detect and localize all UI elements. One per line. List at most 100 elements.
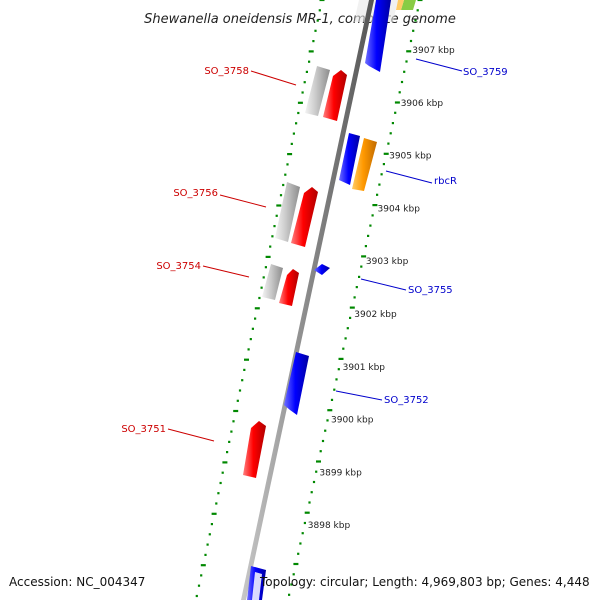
minor-tick <box>403 70 406 73</box>
scale-label-3906: 3906 kbp <box>401 99 444 109</box>
minor-tick <box>217 492 220 495</box>
minor-tick <box>380 173 383 176</box>
scale-label-3902: 3902 kbp <box>354 310 397 320</box>
gene-label-rbcR[interactable]: rbcR <box>385 170 457 187</box>
minor-tick <box>315 470 318 473</box>
minor-tick <box>416 9 419 12</box>
minor-tick <box>262 276 265 279</box>
svg-text:SO_3751: SO_3751 <box>121 424 166 435</box>
minor-tick <box>269 245 272 248</box>
minor-tick <box>210 523 213 526</box>
minor-tick <box>346 327 349 330</box>
minor-tick <box>273 225 276 228</box>
major-tick <box>417 0 423 2</box>
minor-tick <box>360 265 363 268</box>
scale-label-3899: 3899 kbp <box>319 468 362 478</box>
gene-glyph-SO-3756-region-reverse[interactable] <box>339 133 360 185</box>
gene-label-SO-3751[interactable]: SO_3751 <box>121 424 215 442</box>
minor-tick <box>371 214 374 217</box>
minor-tick <box>221 471 224 474</box>
major-tick <box>254 307 260 310</box>
minor-tick <box>355 286 358 289</box>
major-tick <box>265 255 271 258</box>
minor-tick <box>316 19 319 22</box>
major-tick <box>276 204 282 207</box>
minor-tick <box>275 214 278 217</box>
minor-tick <box>208 533 211 536</box>
major-tick <box>316 460 321 463</box>
minor-tick <box>312 480 316 484</box>
gene-label-SO-3756[interactable]: SO_3756 <box>173 188 267 208</box>
major-tick <box>233 409 239 413</box>
minor-tick <box>398 91 401 94</box>
minor-tick <box>290 583 293 586</box>
gene-glyph-bottom-reverse-highlight <box>252 572 262 600</box>
genome-backbone <box>241 0 374 600</box>
gene-glyph-SO-3751[interactable] <box>243 421 266 478</box>
minor-tick <box>394 111 397 114</box>
gene-label-SO-3755[interactable]: SO_3755 <box>360 278 453 296</box>
gene-glyph-SO-3754-hypothetical[interactable] <box>262 264 283 300</box>
major-tick <box>297 101 303 104</box>
minor-tick <box>376 193 379 196</box>
gene-glyph-SO-3756-hypothetical[interactable] <box>275 182 300 242</box>
gene-label-SO-3754[interactable]: SO_3754 <box>156 261 250 278</box>
minor-tick <box>292 573 295 576</box>
scale-label-3905: 3905 kbp <box>389 152 432 162</box>
major-tick <box>200 564 206 567</box>
major-tick <box>394 101 400 104</box>
minor-tick <box>305 70 308 73</box>
minor-tick <box>303 81 306 84</box>
gene-label-SO-3758[interactable]: SO_3758 <box>204 66 297 86</box>
minor-tick <box>364 245 367 248</box>
minor-tick <box>358 275 361 278</box>
major-tick <box>304 511 310 514</box>
topology-text: Topology: circular; Length: 4,969,803 bp… <box>259 575 590 589</box>
gene-label-SO-3752[interactable]: SO_3752 <box>335 390 429 406</box>
gene-glyphs <box>243 0 391 600</box>
gene-glyph-rbcR[interactable] <box>352 138 377 191</box>
minor-tick <box>264 266 267 269</box>
minor-tick <box>389 132 392 135</box>
gene-glyph-SO-3755[interactable] <box>314 264 330 275</box>
minor-tick <box>382 163 385 166</box>
inner-tick-track <box>288 0 423 596</box>
minor-tick <box>243 368 246 371</box>
minor-tick <box>326 419 329 422</box>
major-tick <box>349 306 355 309</box>
minor-tick <box>197 584 201 587</box>
gene-glyph-SO-3759[interactable] <box>365 0 391 72</box>
minor-tick <box>299 542 302 545</box>
gene-glyph-SO-3752[interactable] <box>284 352 309 415</box>
minor-tick <box>219 481 222 485</box>
minor-tick <box>249 338 252 341</box>
major-tick <box>308 50 314 53</box>
minor-tick <box>367 234 370 237</box>
gene-label-SO-3759[interactable]: SO_3759 <box>415 58 508 78</box>
minor-tick <box>204 553 207 556</box>
major-tick <box>361 255 367 258</box>
minor-tick <box>301 91 304 94</box>
gene-glyph-SO-3754[interactable] <box>279 269 299 306</box>
major-tick <box>319 0 325 2</box>
minor-tick <box>344 337 347 340</box>
minor-tick <box>318 9 321 12</box>
major-tick <box>222 461 228 464</box>
gene-glyph-SO-3756[interactable] <box>291 187 318 247</box>
gene-labels: SO_3759 SO_3758 rbcR SO_3756 SO_3754 SO_… <box>121 58 508 442</box>
scale-label-3903: 3903 kbp <box>366 257 409 267</box>
gene-glyph-SO-3758[interactable] <box>323 70 347 121</box>
gene-glyph-SO-3758-hypothetical[interactable] <box>305 66 330 116</box>
minor-tick <box>282 183 285 187</box>
minor-tick <box>241 379 244 382</box>
minor-tick <box>409 39 413 43</box>
minor-tick <box>369 224 372 227</box>
svg-text:SO_3755: SO_3755 <box>408 285 453 296</box>
minor-tick <box>292 132 295 135</box>
major-tick <box>327 409 333 412</box>
svg-text:SO_3756: SO_3756 <box>173 188 218 199</box>
minor-tick <box>310 491 313 494</box>
minor-tick <box>308 501 311 504</box>
minor-tick <box>286 163 289 166</box>
